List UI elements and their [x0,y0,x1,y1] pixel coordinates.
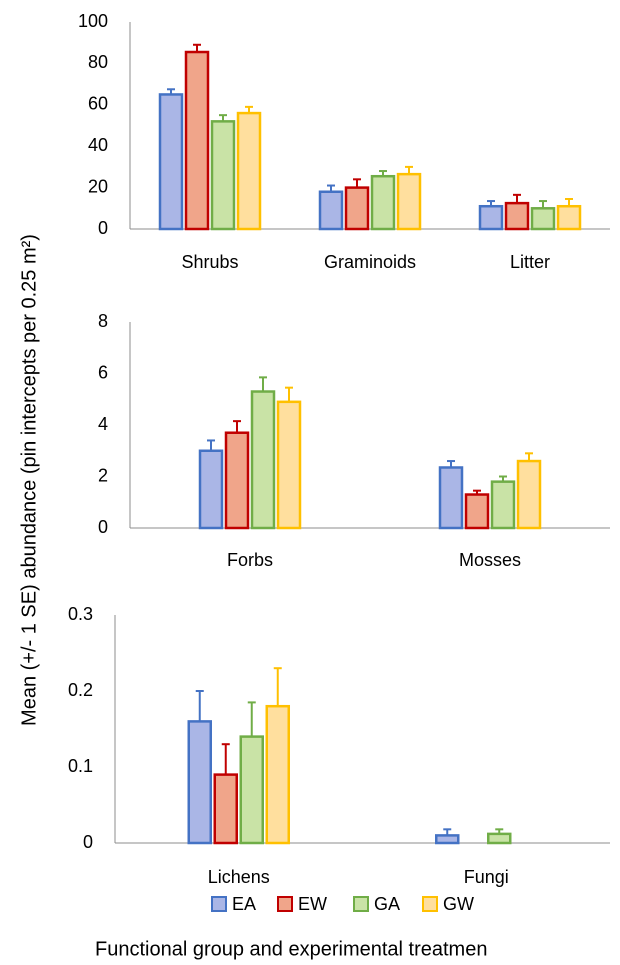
bar [239,735,264,845]
error-bar [245,105,253,114]
y-tick-label: 0 [98,218,108,238]
y-tick-label: 0 [98,517,108,537]
bar [435,834,460,845]
y-tick-label: 0.2 [68,680,93,700]
y-axis-label: Mean (+/- 1 SE) abundance (pin intercept… [18,234,40,726]
y-tick-label: 6 [98,362,108,382]
error-bar [405,165,413,175]
y-tick-label: 0.3 [68,604,93,624]
bar [487,832,512,845]
bar [490,480,516,530]
bar [478,204,504,231]
error-bar [221,743,230,775]
bar [318,190,344,231]
error-bar [285,386,293,402]
x-tick-label: Shrubs [181,252,238,272]
y-tick-label: 8 [98,311,108,331]
error-bar [207,439,215,451]
bar [276,400,302,530]
bar [224,431,250,530]
bar [370,174,396,231]
error-bar [233,420,241,433]
bar [438,466,464,530]
error-bar [539,200,547,209]
error-bar [513,193,521,204]
error-bar [379,170,387,177]
y-tick-label: 100 [78,11,108,31]
error-bar [273,667,282,707]
error-bar [219,114,227,122]
bar [187,720,212,845]
bar [265,704,290,845]
x-axis-label: Functional group and experimental treatm… [95,938,487,960]
legend-swatch [353,896,369,912]
error-bar [259,376,267,392]
bar [396,172,422,231]
error-bar [195,690,204,722]
bar [184,50,210,231]
x-tick-label: Graminoids [324,252,416,272]
legend-swatch [422,896,438,912]
legend-label: GW [443,894,474,914]
x-tick-label: Litter [510,252,550,272]
y-tick-label: 0 [83,832,93,852]
y-tick-label: 60 [88,94,108,114]
y-tick-label: 4 [98,414,108,434]
error-bar [167,88,175,95]
bar [198,449,224,530]
bar [530,207,556,231]
error-bar [193,43,201,53]
error-bar [495,828,504,834]
error-bar [247,701,256,737]
bar [210,120,236,231]
bar [250,390,276,530]
x-tick-label: Lichens [208,867,270,887]
y-tick-label: 20 [88,176,108,196]
x-tick-label: Forbs [227,550,273,570]
error-bar [447,460,455,468]
y-tick-label: 0.1 [68,756,93,776]
x-tick-label: Mosses [459,550,521,570]
bar [158,93,184,231]
error-bar [353,178,361,188]
error-bar [525,452,533,462]
bar [464,493,490,530]
error-bar [499,475,507,482]
bar [504,201,530,231]
legend-swatch [211,896,227,912]
error-bar [487,200,495,207]
legend-label: EA [232,894,256,914]
legend-swatch [277,896,293,912]
x-tick-label: Fungi [464,867,509,887]
bar [516,459,542,530]
error-bar [327,184,335,192]
y-tick-label: 80 [88,52,108,72]
error-bar [473,489,481,495]
legend-label: GA [374,894,400,914]
legend-label: EW [298,894,327,914]
bar [213,773,238,845]
error-bar [443,828,452,836]
bar [556,204,582,231]
y-tick-label: 2 [98,465,108,485]
y-tick-label: 40 [88,135,108,155]
error-bar [565,197,573,207]
bar [344,186,370,231]
bar [236,111,262,231]
